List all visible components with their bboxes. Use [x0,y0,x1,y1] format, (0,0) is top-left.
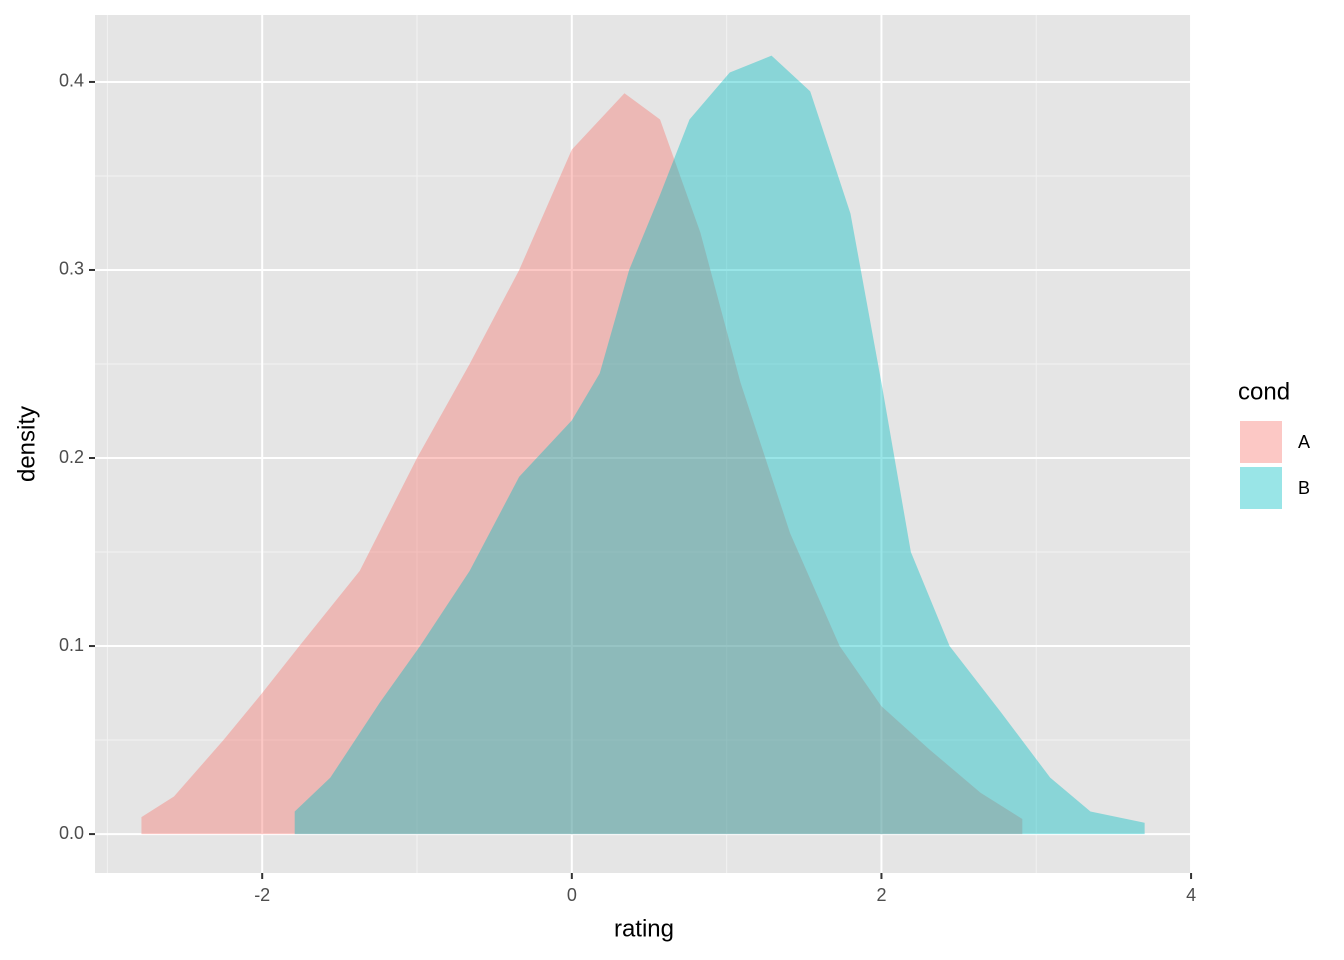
density-area [141,93,1023,835]
legend-key [1240,421,1282,463]
y-tick-label: 0.2 [59,447,84,467]
y-tick-label: 0.3 [59,259,84,279]
y-tick-label: 0.4 [59,71,84,91]
legend-swatch [1240,467,1282,509]
y-tick-label: 0.0 [59,823,84,843]
density-area [294,55,1145,835]
y-axis-label: density [13,406,40,482]
legend-label: A [1298,432,1310,452]
x-tick-label: -2 [254,885,270,905]
x-tick-label: 0 [567,885,577,905]
legend-label: B [1298,478,1310,498]
legend-swatch [1240,421,1282,463]
legend-title: cond [1238,378,1290,405]
y-tick-label: 0.1 [59,635,84,655]
x-tick-label: 4 [1186,885,1196,905]
plot-panel [95,15,1192,873]
x-axis-label: rating [614,915,674,942]
legend-key [1240,467,1282,509]
x-tick-label: 2 [876,885,886,905]
